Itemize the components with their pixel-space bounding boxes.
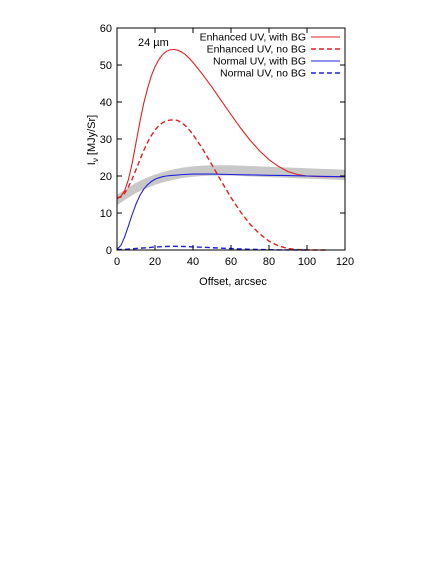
x-tick-label: 80 [263,256,275,268]
panel-label: 24 µm [138,37,169,49]
y-axis-title-sub: ν [91,158,100,162]
series-line-3 [116,173,346,250]
y-tick-label: 10 [100,208,112,220]
x-tick-label: 60 [225,256,237,268]
x-axis-title: Offset, arcsec [199,276,267,288]
y-axis-title-rest: [MJy/Sr] [86,115,98,158]
series-line-1 [116,48,345,199]
y-tick-label: 40 [100,97,112,109]
y-axis-title-main: I [86,162,98,165]
x-tick-label: 20 [149,256,161,268]
y-tick-label: 30 [100,134,112,146]
observed-band-layer [117,165,345,206]
y-tick-label: 50 [100,60,112,72]
legend-label: Enhanced UV, with BG [200,32,306,44]
series-layer [116,48,346,251]
y-axis-title: Iν [MJy/Sr] [86,115,100,165]
observed-band [117,165,345,206]
legend-label: Enhanced UV, no BG [207,44,306,56]
legend-label: Normal UV, with BG [213,56,306,68]
x-tick-label: 0 [114,256,120,268]
ticks-layer: 0 20 40 60 80 100 120 0 10 20 30 40 50 60 [100,23,354,268]
series-line-4 [116,245,307,251]
x-tick-label: 40 [187,256,199,268]
y-tick-label: 0 [106,245,112,257]
x-tick-label: 120 [336,256,354,268]
y-tick-label: 20 [100,171,112,183]
legend-label: Normal UV, no BG [220,68,306,80]
x-tick-label: 100 [298,256,316,268]
y-tick-label: 60 [100,23,112,35]
series-line-2 [116,119,326,251]
